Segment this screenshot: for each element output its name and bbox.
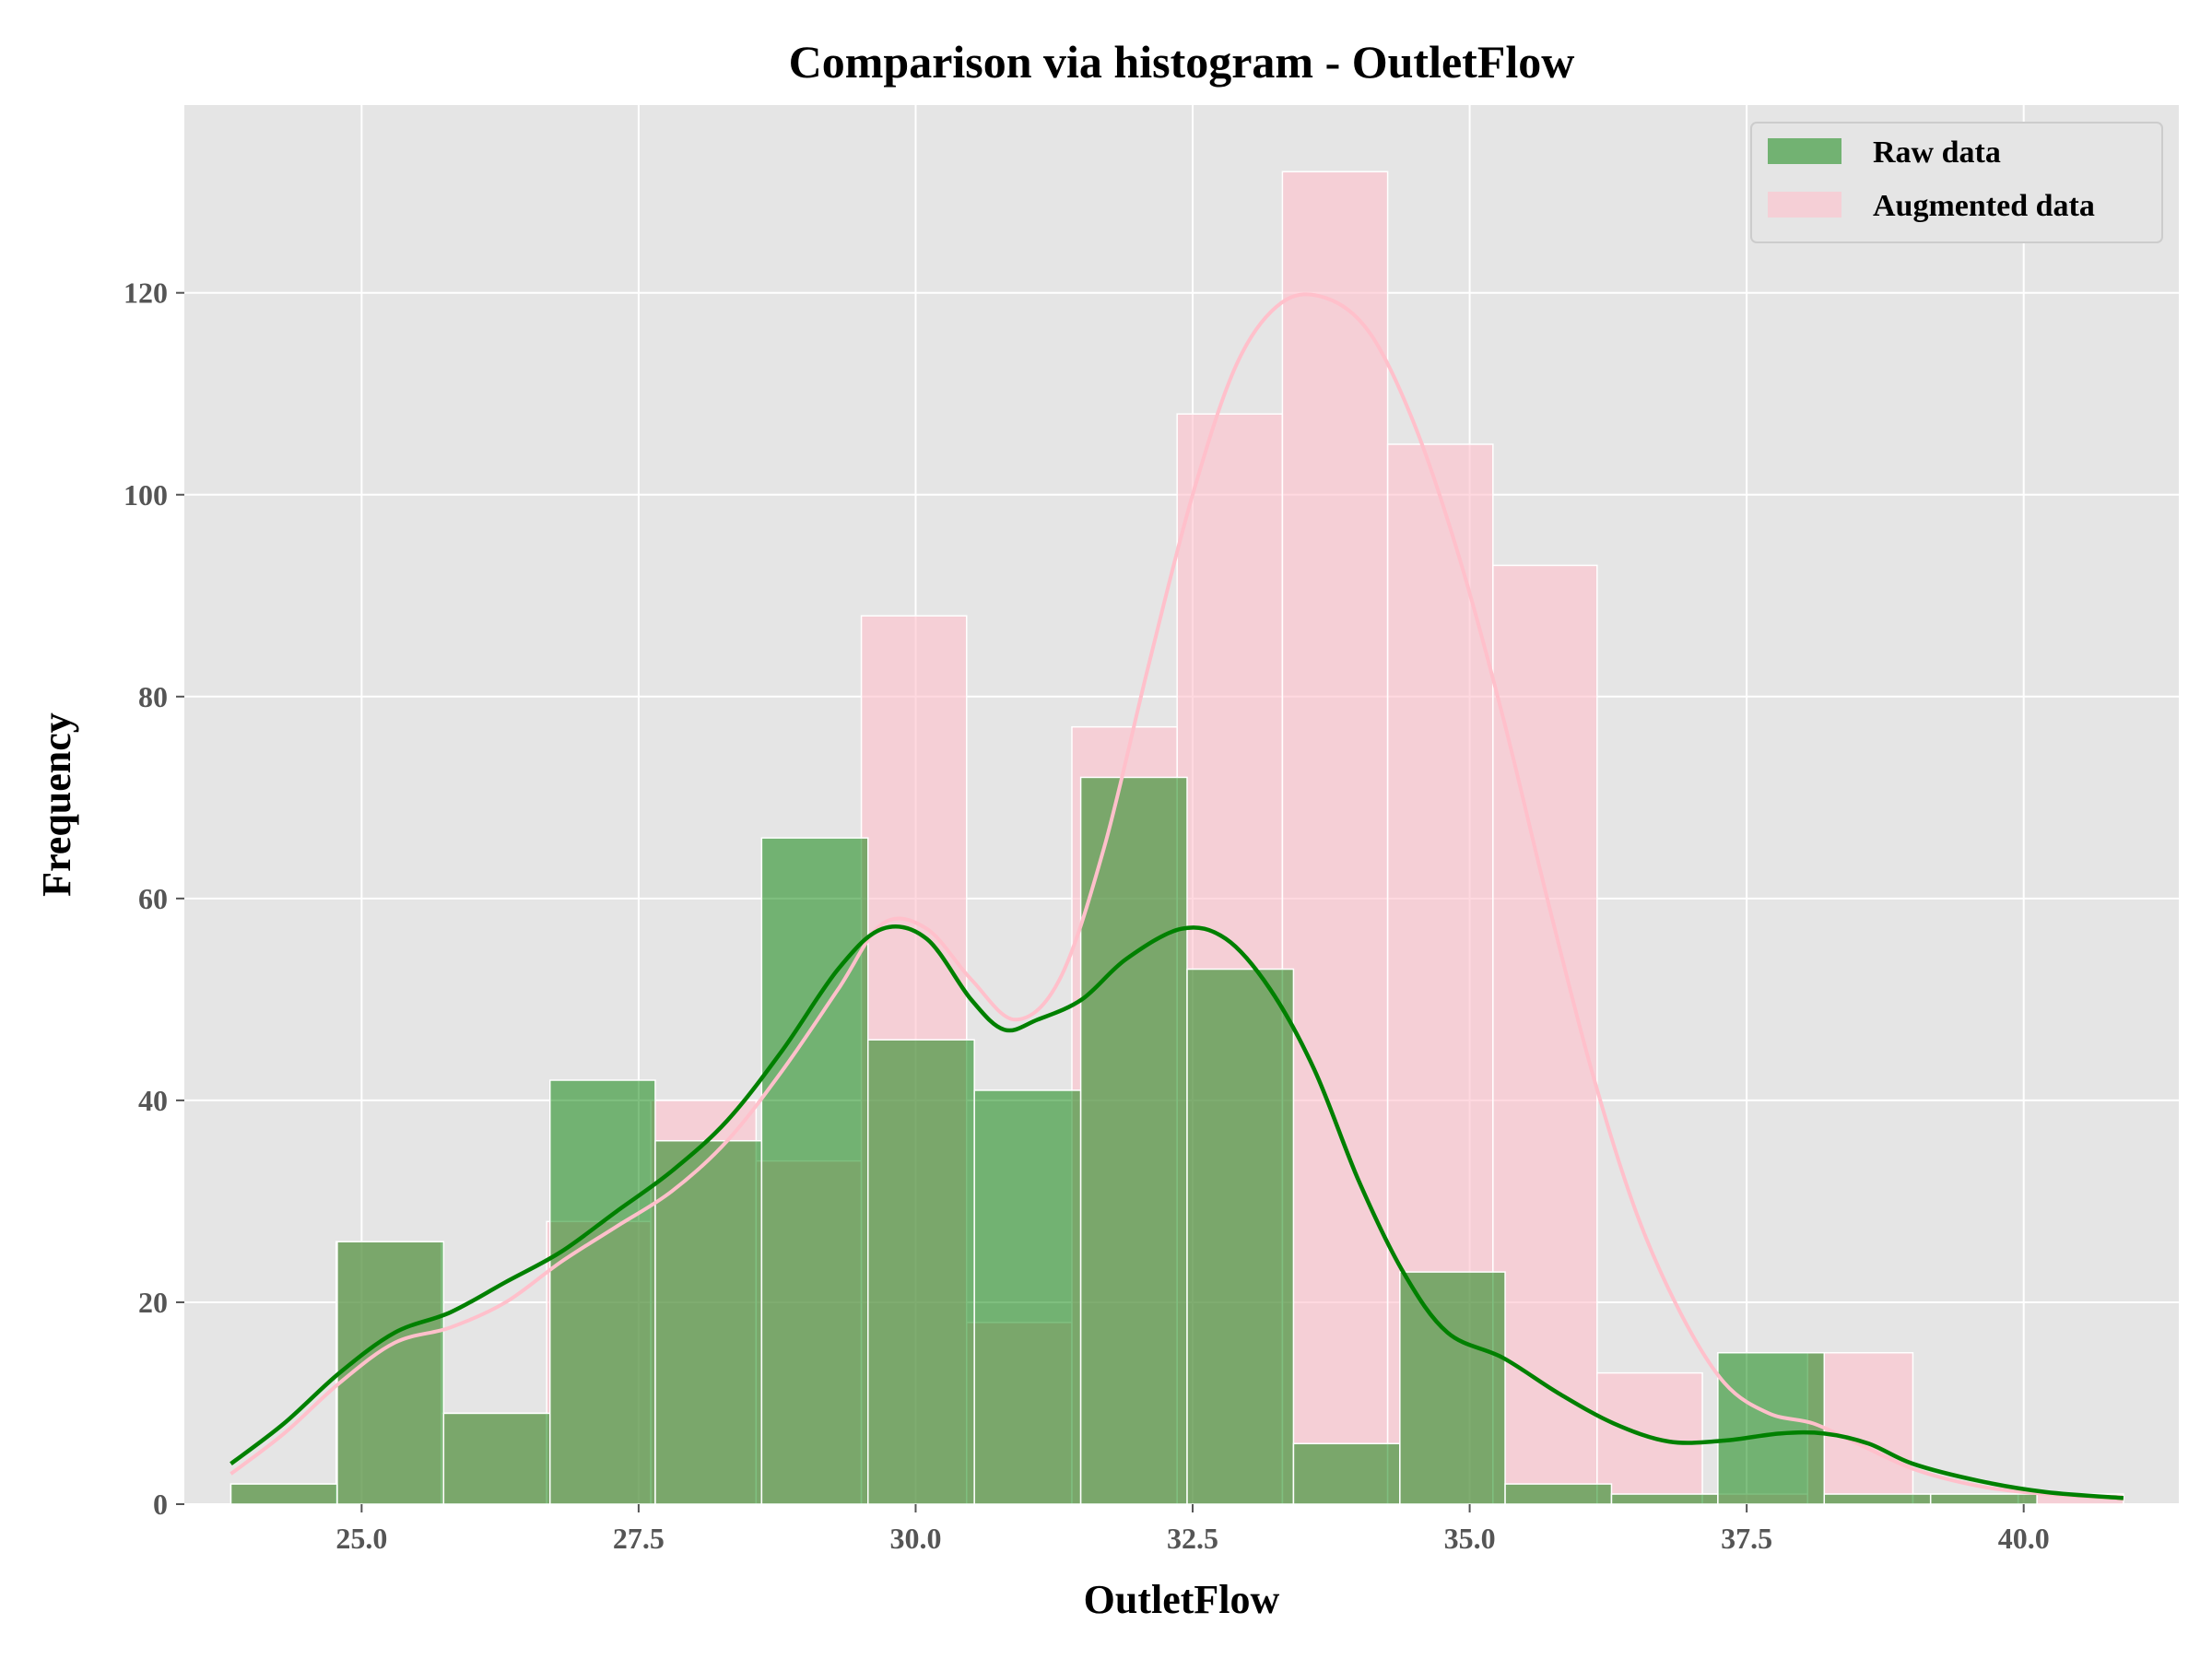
histogram-bar (1929, 1493, 2038, 1505)
y-axis-label: Frequency (34, 712, 79, 897)
kde-curves (229, 292, 2124, 1501)
y-tick-label: 20 (138, 1286, 168, 1319)
augmented-data-kde-line (229, 292, 2124, 1501)
histogram-bar (1504, 1483, 1613, 1505)
histogram-bar (654, 1139, 763, 1505)
legend-swatch-augmented (1768, 192, 1841, 218)
histogram-bar (442, 1412, 551, 1505)
y-tick-label: 0 (153, 1488, 168, 1521)
y-tick-label: 40 (138, 1084, 168, 1117)
legend: Raw data Augmented data (1750, 122, 2163, 243)
y-tick-label: 80 (138, 680, 168, 713)
histogram-bar (548, 1079, 656, 1505)
y-tick-label: 100 (124, 478, 168, 512)
histogram-bar (1399, 1271, 1506, 1505)
x-tick-label: 25.0 (335, 1522, 387, 1555)
histogram-bar (1717, 1351, 1826, 1505)
histogram-bar (1281, 171, 1389, 1505)
legend-box (1750, 122, 2163, 243)
legend-swatch-raw (1768, 138, 1841, 164)
histogram-bar (1292, 1442, 1401, 1505)
raw-data-kde-line (229, 924, 2124, 1500)
histogram-bar (867, 1039, 975, 1505)
y-tick-label: 60 (138, 882, 168, 915)
axis-ticks: 25.0 27.5 30.0 32.5 35.0 37.5 40.0 0 20 40 60 80 100… (124, 276, 2050, 1555)
x-tick-label: 35.0 (1444, 1522, 1496, 1555)
legend-label-raw: Raw data (1873, 135, 2001, 170)
histogram-bars (229, 171, 2124, 1505)
y-tick-label: 120 (124, 276, 168, 310)
x-axis-label: OutletFlow (1084, 1577, 1280, 1622)
x-tick-label: 30.0 (889, 1522, 941, 1555)
histogram-bar (336, 1241, 445, 1505)
x-tick-label: 27.5 (613, 1522, 665, 1555)
x-tick-label: 37.5 (1721, 1522, 1772, 1555)
histogram-bar (973, 1089, 1082, 1505)
x-tick-label: 40.0 (1998, 1522, 2050, 1555)
legend-label-augmented: Augmented data (1873, 189, 2095, 223)
histogram-bar (760, 837, 869, 1505)
histogram-bar (1079, 776, 1188, 1505)
chart-title: Comparison via histogram - OutletFlow (789, 36, 1575, 88)
histogram-bar (1186, 968, 1295, 1505)
histogram-bar (229, 1483, 338, 1505)
raw-data-bars (229, 776, 2038, 1505)
histogram-bar (1823, 1493, 1932, 1505)
histogram-bar (1610, 1493, 1719, 1505)
histogram-bar (1492, 564, 1598, 1505)
x-tick-label: 32.5 (1167, 1522, 1218, 1555)
